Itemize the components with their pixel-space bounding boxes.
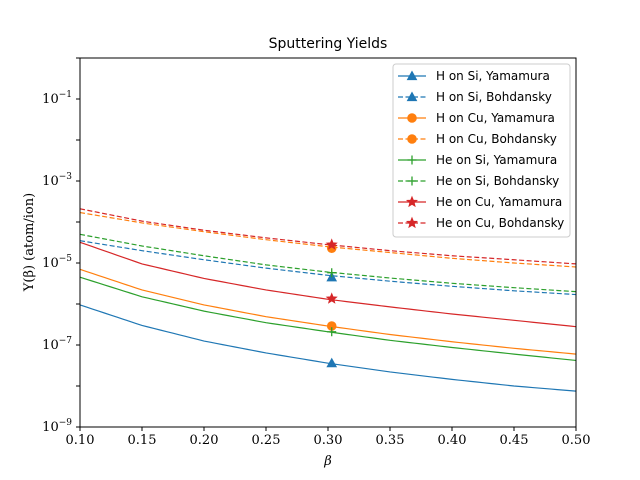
y-tick-label: 10−3	[42, 172, 72, 189]
legend-marker	[407, 134, 417, 144]
legend-marker	[407, 113, 417, 123]
x-tick-label: 0.15	[128, 433, 157, 448]
x-tick-label: 0.20	[190, 433, 219, 448]
x-tick-label: 0.10	[66, 433, 95, 448]
series-line-1	[79, 304, 577, 392]
x-axis: 0.10 0.15 0.20 0.25 0.30 0.35 0.40 0.45 0.50	[66, 427, 591, 448]
legend-label: H on Si, Yamamura	[436, 69, 550, 83]
x-axis-label: β	[323, 454, 332, 469]
legend-label: He on Cu, Bohdansky	[436, 216, 564, 230]
x-tick-label: 0.50	[562, 433, 591, 448]
legend-label: H on Cu, Bohdansky	[436, 132, 557, 146]
series-line-8	[79, 208, 577, 265]
y-tick-label: 10−7	[42, 336, 72, 353]
legend-label: He on Si, Bohdansky	[436, 174, 559, 188]
y-tick-label: 10−5	[42, 254, 72, 271]
legend-marker	[407, 155, 417, 165]
legend-label: H on Cu, Yamamura	[436, 111, 555, 125]
legend: H on Si, Yamamura H on Si, Bohdansky H on …	[392, 63, 571, 238]
chart-title: Sputtering Yields	[269, 36, 388, 52]
x-tick-label: 0.25	[252, 433, 281, 448]
legend-marker	[406, 91, 418, 102]
x-tick-label: 0.45	[500, 433, 529, 448]
series-layer	[79, 208, 577, 392]
series-marker-5	[327, 327, 337, 337]
legend-marker	[405, 195, 419, 208]
y-tick-label: 10−9	[42, 418, 72, 435]
y-tick-label: 10−1	[42, 90, 72, 107]
legend-box	[392, 63, 571, 238]
series-marker-7	[325, 292, 338, 304]
legend-label: He on Cu, Yamamura	[436, 195, 562, 209]
legend-label: He on Si, Yamamura	[436, 153, 557, 167]
y-axis-label: Y(β) (atom/ion)	[22, 193, 37, 292]
legend-marker	[407, 176, 417, 186]
series-line-7	[79, 241, 577, 328]
x-tick-label: 0.40	[438, 433, 467, 448]
series-marker-1	[326, 357, 338, 368]
series-marker-8	[325, 238, 338, 250]
series-marker-6	[327, 268, 337, 278]
legend-marker	[405, 216, 419, 229]
x-tick-label: 0.35	[376, 433, 405, 448]
y-axis: 10−9 10−7 10−5 10−3 10−1	[42, 57, 80, 435]
legend-marker	[406, 70, 418, 81]
legend-label: H on Si, Bohdansky	[436, 90, 552, 104]
series-line-2	[79, 240, 577, 296]
x-tick-label: 0.30	[314, 433, 343, 448]
